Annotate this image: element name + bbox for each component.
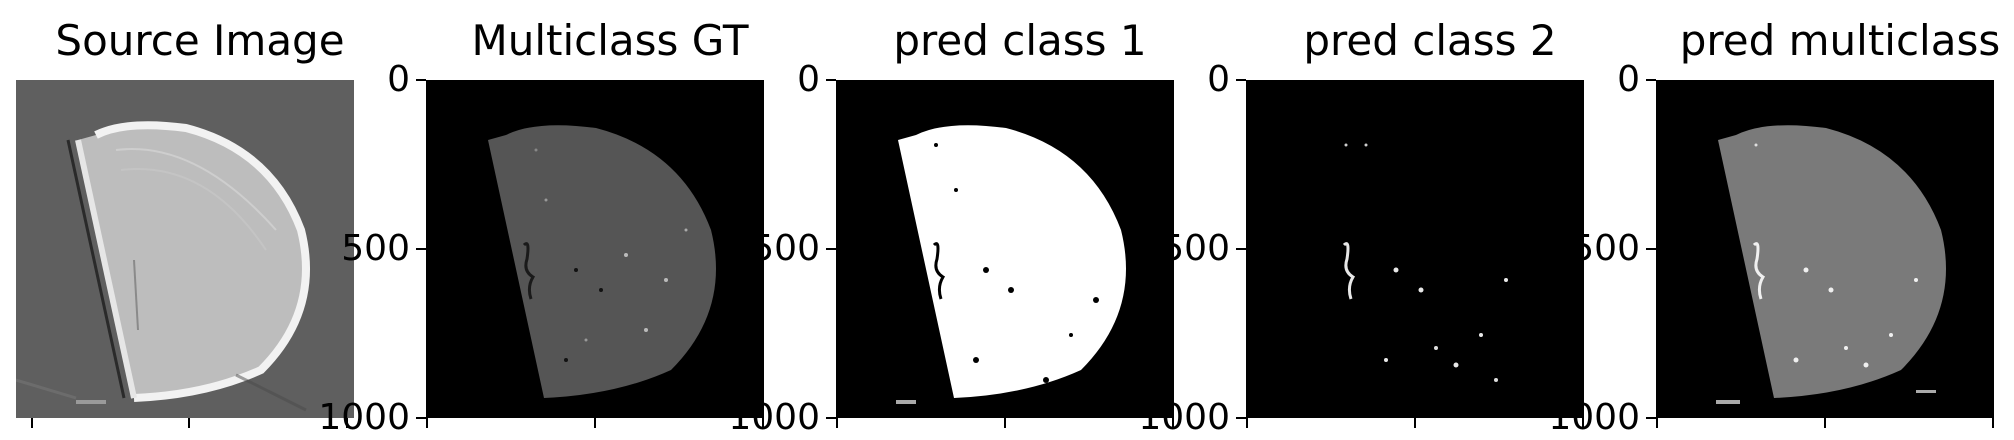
y-tick-label: 0 <box>1617 59 1640 100</box>
x-tick <box>594 418 596 428</box>
x-tick <box>188 418 190 428</box>
x-tick <box>1656 418 1658 428</box>
x-tick <box>1172 418 1174 428</box>
predicted-class-2-mask <box>1246 80 1584 418</box>
x-tick <box>426 418 428 428</box>
panel-multiclass-gt: Multiclass GT 0 500 1000 <box>318 0 810 438</box>
panel-title: Multiclass GT <box>471 16 749 65</box>
panel-pred-class-1: pred class 1 0 500 1000 <box>728 0 1220 438</box>
panel-source-image: Source Image <box>0 0 400 430</box>
axes <box>16 80 354 428</box>
x-tick <box>836 418 838 428</box>
panel-title: Source Image <box>55 16 345 65</box>
panel-title: pred class 2 <box>1303 16 1557 65</box>
x-tick <box>1824 418 1826 428</box>
axes: 0 500 1000 <box>1548 59 1994 438</box>
y-tick-label: 500 <box>341 228 410 269</box>
panel-pred-multiclass: pred multiclass 0 500 1000 <box>1548 0 2014 438</box>
predicted-multiclass-mask <box>1656 80 1994 418</box>
y-tick-label: 0 <box>797 59 820 100</box>
x-tick <box>762 418 764 428</box>
x-tick <box>346 418 348 428</box>
x-tick <box>1992 418 1994 428</box>
y-tick-label: 500 <box>751 228 820 269</box>
x-tick <box>1004 418 1006 428</box>
axes: 0 500 1000 <box>728 59 1174 438</box>
axes: 0 500 1000 <box>1138 59 1584 438</box>
y-tick-label: 500 <box>1161 228 1230 269</box>
y-tick-label: 0 <box>1207 59 1230 100</box>
axes: 0 500 1000 <box>318 59 764 438</box>
y-tick-label: 1000 <box>318 397 410 438</box>
x-tick <box>1582 418 1584 428</box>
x-tick <box>31 418 33 428</box>
ground-truth-mask <box>426 80 764 418</box>
panel-pred-class-2: pred class 2 0 500 1000 <box>1138 0 1630 438</box>
grayscale-source-image <box>16 80 354 418</box>
panel-title: pred class 1 <box>893 16 1147 65</box>
predicted-class-1-mask <box>836 80 1174 418</box>
y-tick-label: 500 <box>1571 228 1640 269</box>
y-tick-label: 0 <box>387 59 410 100</box>
y-tick-label: 1000 <box>1138 397 1230 438</box>
y-tick-label: 1000 <box>728 397 820 438</box>
y-tick-label: 1000 <box>1548 397 1640 438</box>
x-tick <box>1246 418 1248 428</box>
x-tick <box>1414 418 1416 428</box>
panel-title: pred multiclass <box>1679 16 2001 65</box>
